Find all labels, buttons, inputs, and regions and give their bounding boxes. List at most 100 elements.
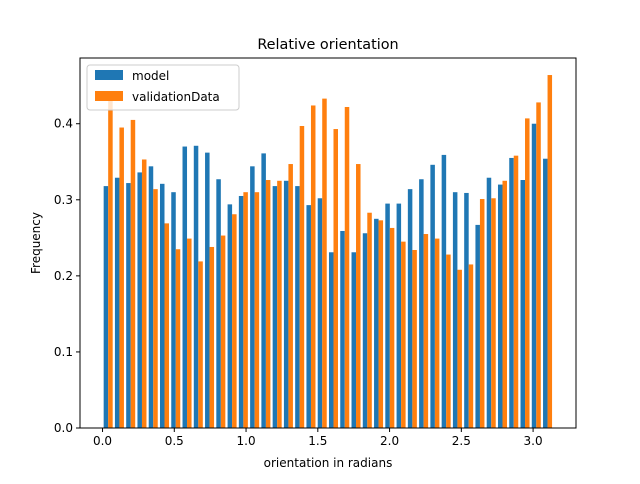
legend: model validationData (86, 64, 240, 111)
bar-model-20 (328, 252, 334, 428)
bar-validationData-2 (130, 119, 136, 429)
y-tick-label-3: 0.3 (54, 193, 73, 207)
bar-model-26 (396, 203, 402, 428)
legend-box (86, 64, 240, 111)
bar-validationData-25 (389, 227, 395, 428)
bar-validationData-5 (164, 223, 170, 428)
legend-label-model: model (132, 69, 169, 83)
axes-frame (79, 57, 577, 429)
bar-validationData-1 (119, 127, 124, 428)
bar-model-14 (261, 153, 266, 428)
bar-model-11 (227, 204, 233, 428)
bar-model-38 (531, 123, 537, 428)
y-tick-label-1: 0.1 (54, 345, 73, 359)
x-tick-label-0: 0.0 (93, 434, 112, 448)
legend-swatch-model (95, 70, 123, 80)
bar-validationData-28 (423, 234, 429, 428)
bar-validationData-26 (401, 241, 406, 428)
bar-validationData-18 (310, 105, 316, 428)
axes-group: 0.0 0.5 1.0 1.5 2.0 2.5 3.0 0.0 0.1 0.2 0.3 0.4 (54, 57, 577, 448)
y-tick-label-0: 0.0 (54, 421, 73, 435)
bar-model-35 (497, 184, 503, 428)
bar-validationData-9 (209, 246, 215, 428)
x-tick-label-4: 2.0 (380, 434, 399, 448)
bar-validationData-29 (434, 238, 440, 428)
bar-validationData-11 (232, 214, 237, 428)
x-axis-label: orientation in radians (264, 456, 393, 470)
bar-validationData-31 (457, 269, 462, 428)
x-tick-label-6: 3.0 (524, 434, 543, 448)
y-tick-label-4: 0.4 (54, 117, 73, 131)
bar-model-1 (114, 177, 120, 428)
bar-validationData-36 (513, 155, 519, 429)
bar-validationData-33 (479, 199, 485, 428)
bar-validationData-13 (254, 192, 260, 428)
bar-validationData-30 (446, 254, 451, 428)
bar-model-36 (509, 157, 514, 428)
bar-model-33 (475, 224, 480, 428)
bar-validationData-35 (502, 180, 507, 428)
bar-model-22 (351, 252, 357, 428)
bar-validationData-27 (412, 250, 417, 428)
bar-validationData-10 (220, 235, 226, 428)
bar-model-12 (238, 195, 244, 428)
bar-model-10 (216, 179, 221, 428)
bar-validationData-37 (525, 118, 530, 429)
legend-swatch-validationData (95, 91, 123, 101)
bar-model-18 (306, 205, 311, 428)
bar-model-7 (182, 146, 188, 429)
bar-validationData-3 (141, 159, 147, 429)
bar-model-8 (193, 145, 199, 428)
bar-validationData-38 (536, 102, 541, 429)
bar-model-28 (419, 179, 424, 428)
bar-model-29 (430, 164, 435, 429)
legend-label-validationData: validationData (132, 90, 220, 104)
bar-model-25 (385, 203, 390, 428)
bar-validationData-17 (299, 126, 305, 428)
bar-model-27 (407, 189, 413, 428)
bar-validationData-7 (187, 238, 192, 428)
bar-validationData-20 (333, 129, 338, 429)
bar-validationData-21 (344, 106, 350, 429)
bar-model-34 (486, 177, 492, 428)
bar-model-37 (520, 180, 526, 428)
y-tick-label-2: 0.2 (54, 269, 73, 283)
x-tick-label-5: 2.5 (452, 434, 471, 448)
x-tick-label-3: 1.5 (308, 434, 327, 448)
bar-model-0 (103, 186, 109, 428)
bar-validationData-0 (108, 96, 113, 428)
x-tick-label-2: 1.0 (237, 434, 256, 448)
bar-model-21 (340, 230, 345, 428)
bar-model-4 (148, 166, 154, 428)
bar-model-5 (159, 183, 165, 428)
bar-model-30 (441, 154, 447, 428)
y-axis-label: Frequency (29, 212, 43, 274)
bar-validationData-39 (547, 75, 553, 428)
bar-validationData-4 (153, 189, 158, 428)
bar-validationData-19 (322, 98, 327, 429)
chart-title: Relative orientation (257, 37, 398, 53)
bar-validationData-14 (265, 180, 271, 428)
bar-model-9 (205, 152, 210, 428)
bars-group (103, 75, 553, 429)
bar-model-6 (171, 192, 176, 428)
bar-validationData-34 (491, 198, 496, 428)
bar-validationData-16 (288, 164, 293, 429)
bar-validationData-32 (468, 264, 474, 428)
bar-validationData-6 (175, 249, 181, 428)
bar-model-15 (272, 186, 278, 428)
bar-model-32 (464, 192, 469, 428)
bar-validationData-8 (198, 261, 203, 428)
bar-validationData-24 (378, 220, 384, 428)
x-tick-label-1: 0.5 (165, 434, 184, 448)
bar-validationData-12 (243, 192, 248, 428)
bar-model-19 (317, 198, 323, 428)
bar-model-31 (452, 192, 458, 428)
bar-model-39 (543, 158, 548, 428)
bar-validationData-15 (277, 180, 282, 428)
bar-model-17 (295, 186, 300, 428)
bar-validationData-23 (367, 212, 372, 428)
bar-model-16 (283, 180, 289, 428)
